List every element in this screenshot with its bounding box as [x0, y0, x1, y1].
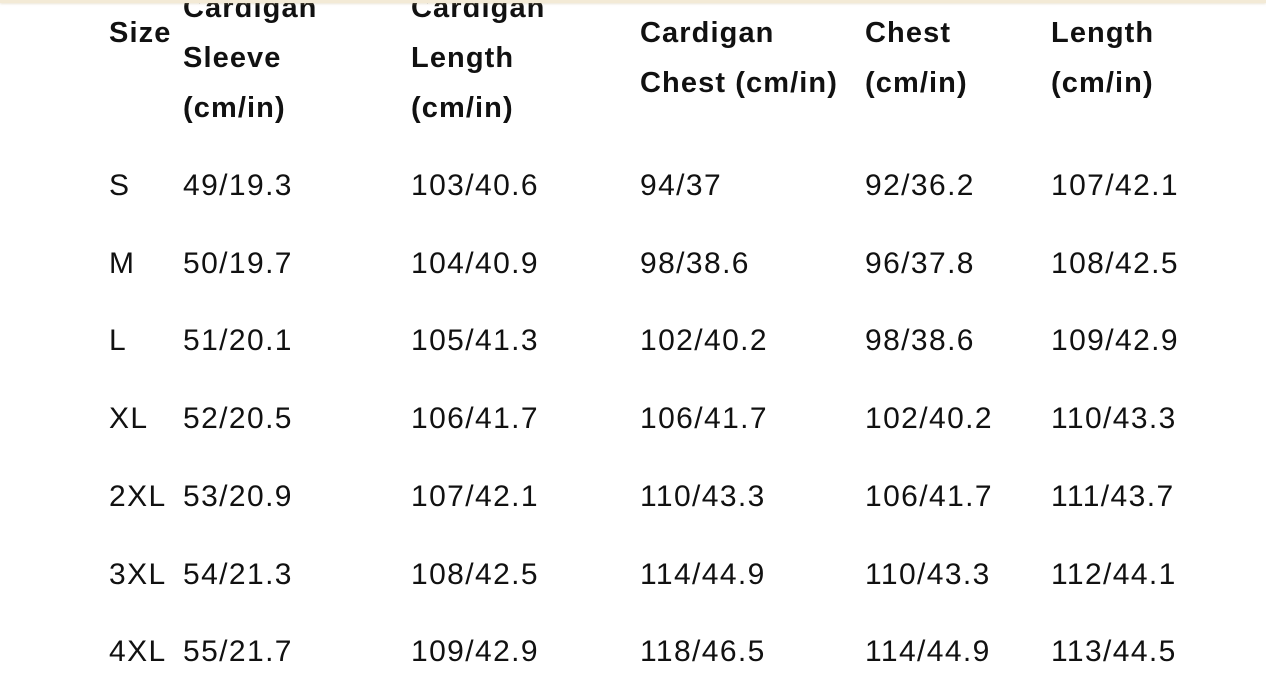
header-cell: Chest (cm/in): [640, 67, 838, 99]
measure-cell: 53/20.9: [183, 479, 293, 513]
header-cell: (cm/in): [1051, 67, 1154, 99]
header-cell: Cardigan: [183, 0, 318, 24]
measure-cell: 52/20.5: [183, 402, 293, 436]
measure-cell: 107/42.1: [1051, 169, 1179, 202]
measure-cell: 109/42.9: [1051, 324, 1179, 358]
measure-cell: 112/44.1: [1051, 557, 1177, 591]
measure-cell: 109/42.9: [411, 635, 539, 669]
size-cell: 4XL: [109, 635, 167, 669]
size-cell: L: [109, 324, 128, 358]
measure-cell: 50/19.7: [183, 246, 293, 280]
size-cell: S: [109, 169, 131, 202]
measure-cell: 110/43.3: [865, 557, 991, 591]
measure-cell: 102/40.2: [865, 402, 993, 436]
header-cell: Cardigan: [411, 0, 546, 24]
measure-cell: 98/38.6: [865, 324, 975, 358]
measure-cell: 114/44.9: [865, 635, 991, 669]
header-cell: (cm/in): [183, 92, 286, 124]
measure-cell: 105/41.3: [411, 324, 539, 358]
measure-cell: 55/21.7: [183, 635, 293, 669]
measure-cell: 96/37.8: [865, 246, 975, 280]
measure-cell: 110/43.3: [1051, 402, 1177, 436]
header-cell: (cm/in): [865, 67, 968, 99]
measure-cell: 94/37: [640, 169, 723, 202]
header-cell: Length: [411, 42, 515, 74]
size-cell: 2XL: [109, 479, 167, 513]
header-cell: Length: [1051, 17, 1155, 49]
header-cell: Sleeve: [183, 42, 282, 74]
measure-cell: 92/36.2: [865, 169, 975, 202]
header-cell: (cm/in): [411, 92, 514, 124]
size-cell: M: [109, 246, 136, 280]
measure-cell: 110/43.3: [640, 479, 766, 513]
measure-cell: 118/46.5: [640, 635, 766, 669]
top-border: [0, 0, 1266, 3]
measure-cell: 113/44.5: [1051, 635, 1177, 669]
header-cell: Cardigan: [640, 17, 775, 49]
measure-cell: 108/42.5: [411, 557, 539, 591]
measure-cell: 106/41.7: [865, 479, 993, 513]
measure-cell: 107/42.1: [411, 479, 539, 513]
header-cell: Size: [109, 17, 172, 49]
measure-cell: 98/38.6: [640, 246, 750, 280]
measure-cell: 51/20.1: [183, 324, 293, 358]
measure-cell: 102/40.2: [640, 324, 768, 358]
measure-cell: 111/43.7: [1051, 479, 1175, 513]
measure-cell: 54/21.3: [183, 557, 293, 591]
size-cell: 3XL: [109, 557, 167, 591]
size-cell: XL: [109, 402, 149, 436]
measure-cell: 114/44.9: [640, 557, 766, 591]
measure-cell: 106/41.7: [640, 402, 768, 436]
measure-cell: 104/40.9: [411, 246, 539, 280]
measure-cell: 103/40.6: [411, 169, 539, 202]
header-cell: Chest: [865, 17, 952, 49]
measure-cell: 108/42.5: [1051, 246, 1179, 280]
measure-cell: 49/19.3: [183, 169, 293, 202]
measure-cell: 106/41.7: [411, 402, 539, 436]
